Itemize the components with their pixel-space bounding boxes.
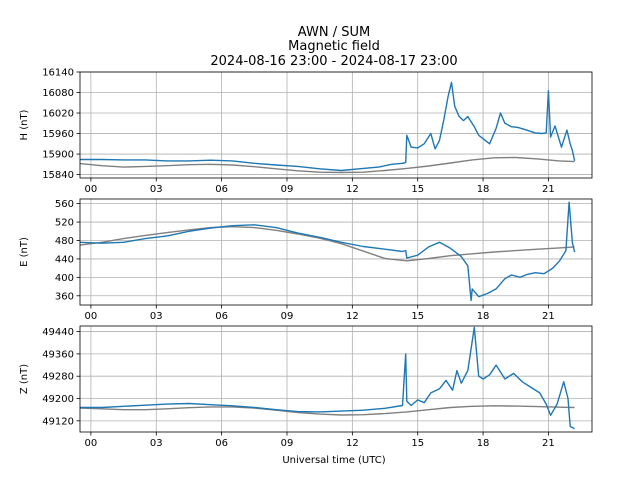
x-tick-label: 06 xyxy=(215,184,228,195)
y-tick-label: 360 xyxy=(55,291,74,302)
x-tick-label: 06 xyxy=(215,311,228,322)
axes-frame xyxy=(79,71,593,179)
x-tick-label: 12 xyxy=(346,184,359,195)
y-tick-label: 15900 xyxy=(42,150,74,161)
baseline-line-h xyxy=(80,156,575,174)
y-tick-label: 16080 xyxy=(42,88,74,99)
y-tick-label: 15840 xyxy=(42,170,74,181)
x-tick-label: 09 xyxy=(281,184,294,195)
x-tick-label: 00 xyxy=(85,184,98,195)
x-tick-label: 21 xyxy=(542,184,555,195)
x-tick-label: 15 xyxy=(411,438,424,449)
x-tick-label: 00 xyxy=(85,311,98,322)
field-line-h xyxy=(80,81,576,172)
x-tick-label: 03 xyxy=(150,184,163,195)
x-tick-label: 03 xyxy=(150,438,163,449)
y-tick-label: 49440 xyxy=(42,327,74,338)
y-axis-label: Z (nT) xyxy=(19,364,30,394)
panel-e: 00 03 06 09 12 15 18 21 360 400 440 480 520 560 E (nT) xyxy=(19,198,593,322)
y-tick-label: 440 xyxy=(55,254,74,265)
axes-frame xyxy=(79,198,593,306)
field-line-z xyxy=(80,326,575,430)
x-tick-label: 18 xyxy=(477,184,490,195)
x-tick-label: 06 xyxy=(215,438,228,449)
x-tick-label: 15 xyxy=(411,184,424,195)
x-tick-label: 03 xyxy=(150,311,163,322)
panels: 00 03 06 09 12 15 18 21 15840 15900 15960 16020 1608… xyxy=(19,68,593,449)
y-axis-label: H (nT) xyxy=(19,109,30,140)
y-tick-label: 49200 xyxy=(42,394,74,405)
y-tick-label: 15960 xyxy=(42,129,74,140)
field-line-e xyxy=(80,201,576,302)
y-tick-label: 49280 xyxy=(42,372,74,383)
x-tick-label: 09 xyxy=(281,311,294,322)
x-tick-label: 12 xyxy=(346,438,359,449)
figure-title-line-2: Magnetic field xyxy=(288,39,380,54)
panel-h: 00 03 06 09 12 15 18 21 15840 15900 15960 16020 1608… xyxy=(19,68,593,195)
panel-z: 00 03 06 09 12 15 18 21 49120 49200 49280 49360 4944… xyxy=(19,325,593,449)
x-tick-label: 18 xyxy=(477,311,490,322)
x-tick-label: 18 xyxy=(477,438,490,449)
x-tick-label: 12 xyxy=(346,311,359,322)
y-tick-label: 16140 xyxy=(42,68,74,79)
x-tick-label: 00 xyxy=(85,438,98,449)
y-tick-label: 480 xyxy=(55,236,74,247)
y-axis-label: E (nT) xyxy=(19,237,30,267)
x-tick-label: 15 xyxy=(411,311,424,322)
y-tick-label: 49360 xyxy=(42,349,74,360)
y-tick-label: 560 xyxy=(55,199,74,210)
x-tick-label: 09 xyxy=(281,438,294,449)
x-tick-label: 21 xyxy=(542,311,555,322)
x-tick-label: 21 xyxy=(542,438,555,449)
y-tick-label: 400 xyxy=(55,273,74,284)
figure-title-line-3: 2024-08-16 23:00 - 2024-08-17 23:00 xyxy=(210,54,457,69)
axes-frame xyxy=(79,325,593,433)
baseline-line-z xyxy=(80,405,575,416)
y-tick-label: 16020 xyxy=(42,109,74,120)
baseline-line-e xyxy=(80,225,575,262)
figure-title-line-1: AWN / SUM xyxy=(298,25,370,40)
y-tick-label: 49120 xyxy=(42,416,74,427)
x-axis-label: Universal time (UTC) xyxy=(282,455,385,466)
y-tick-label: 520 xyxy=(55,218,74,229)
